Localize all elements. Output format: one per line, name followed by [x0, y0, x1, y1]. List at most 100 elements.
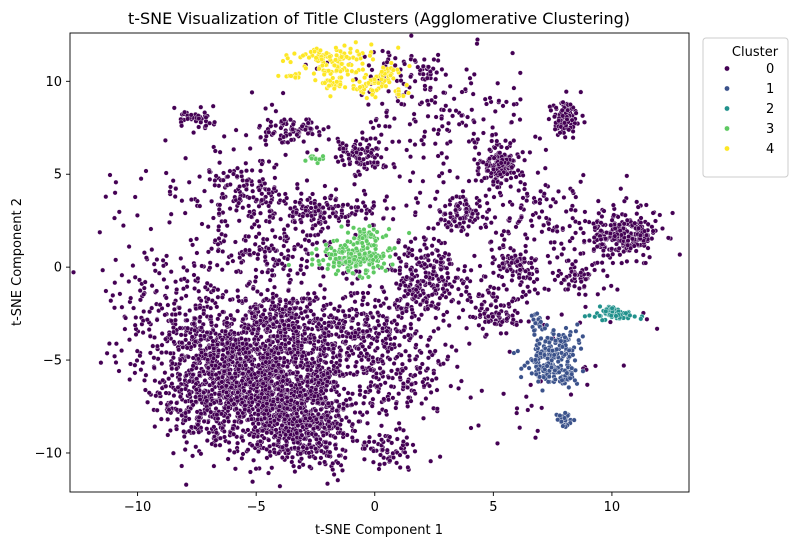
point-cluster-0	[331, 472, 337, 478]
point-cluster-0	[349, 325, 355, 331]
point-cluster-0	[459, 113, 465, 119]
point-cluster-0	[398, 352, 404, 358]
point-cluster-0	[266, 470, 272, 476]
point-cluster-0	[328, 193, 334, 199]
point-cluster-0	[643, 260, 649, 266]
point-cluster-0	[400, 368, 406, 374]
point-cluster-0	[591, 234, 597, 240]
point-cluster-0	[256, 449, 262, 455]
point-cluster-0	[413, 118, 419, 124]
point-cluster-0	[240, 177, 246, 183]
point-cluster-0	[241, 388, 247, 394]
point-cluster-0	[306, 238, 312, 244]
point-cluster-0	[328, 312, 334, 318]
point-cluster-0	[412, 236, 418, 242]
point-cluster-0	[498, 144, 504, 150]
point-cluster-0	[345, 331, 351, 337]
point-cluster-0	[493, 298, 499, 304]
point-cluster-0	[228, 312, 234, 318]
point-cluster-0	[275, 438, 281, 444]
point-cluster-0	[387, 458, 393, 464]
point-cluster-0	[338, 347, 344, 353]
point-cluster-0	[619, 260, 625, 266]
point-cluster-0	[151, 335, 157, 341]
point-cluster-0	[294, 132, 300, 138]
point-cluster-0	[653, 218, 659, 224]
point-cluster-0	[205, 357, 211, 363]
point-cluster-0	[418, 255, 424, 261]
point-cluster-0	[393, 405, 399, 411]
point-cluster-0	[552, 239, 558, 245]
point-cluster-0	[187, 378, 193, 384]
point-cluster-0	[601, 252, 607, 258]
point-cluster-0	[429, 97, 435, 103]
point-cluster-0	[193, 387, 199, 393]
point-cluster-0	[256, 362, 262, 368]
point-cluster-0	[317, 460, 323, 466]
point-cluster-0	[554, 224, 560, 230]
point-cluster-0	[241, 329, 247, 335]
point-cluster-0	[167, 428, 173, 434]
point-cluster-0	[611, 212, 617, 218]
point-cluster-0	[270, 406, 276, 412]
point-cluster-0	[271, 418, 277, 424]
point-cluster-0	[309, 356, 315, 362]
point-cluster-0	[465, 114, 471, 120]
point-cluster-0	[300, 316, 306, 322]
point-cluster-0	[195, 356, 201, 362]
point-cluster-0	[199, 350, 205, 356]
point-cluster-0	[187, 391, 193, 397]
point-cluster-0	[321, 295, 327, 301]
point-cluster-0	[514, 322, 520, 328]
point-cluster-0	[595, 198, 601, 204]
point-cluster-0	[314, 240, 320, 246]
point-cluster-0	[243, 298, 249, 304]
point-cluster-0	[216, 206, 222, 212]
point-cluster-0	[288, 382, 294, 388]
point-cluster-0	[380, 215, 386, 221]
point-cluster-0	[252, 278, 258, 284]
point-cluster-0	[273, 123, 279, 129]
point-cluster-0	[447, 201, 453, 207]
point-cluster-0	[285, 428, 291, 434]
point-cluster-0	[275, 396, 281, 402]
point-cluster-0	[256, 203, 262, 209]
point-cluster-0	[290, 126, 296, 132]
point-cluster-0	[342, 319, 348, 325]
point-cluster-0	[443, 282, 449, 288]
point-cluster-0	[429, 377, 435, 383]
point-cluster-0	[267, 208, 273, 214]
point-cluster-0	[305, 379, 311, 385]
point-cluster-0	[246, 432, 252, 438]
point-cluster-0	[273, 368, 279, 374]
point-cluster-0	[378, 303, 384, 309]
point-cluster-0	[276, 324, 282, 330]
point-cluster-0	[213, 430, 219, 436]
point-cluster-0	[108, 298, 114, 304]
point-cluster-0	[227, 181, 233, 187]
point-cluster-0	[238, 419, 244, 425]
point-cluster-0	[312, 222, 318, 228]
point-cluster-0	[382, 380, 388, 386]
point-cluster-0	[235, 440, 241, 446]
point-cluster-0	[359, 208, 365, 214]
point-cluster-0	[272, 284, 278, 290]
point-cluster-0	[204, 398, 210, 404]
point-cluster-0	[303, 247, 309, 253]
point-cluster-0	[238, 169, 244, 175]
point-cluster-0	[397, 465, 403, 471]
point-cluster-0	[253, 267, 259, 273]
point-cluster-0	[267, 371, 273, 377]
point-cluster-0	[183, 399, 189, 405]
point-cluster-0	[498, 180, 504, 186]
point-cluster-0	[256, 421, 262, 427]
point-cluster-0	[133, 332, 139, 338]
point-cluster-0	[544, 196, 550, 202]
point-cluster-0	[391, 318, 397, 324]
point-cluster-0	[479, 302, 485, 308]
point-cluster-0	[250, 479, 256, 485]
point-cluster-0	[311, 290, 317, 296]
point-cluster-0	[436, 173, 442, 179]
point-cluster-0	[625, 238, 631, 244]
point-cluster-0	[342, 313, 348, 319]
